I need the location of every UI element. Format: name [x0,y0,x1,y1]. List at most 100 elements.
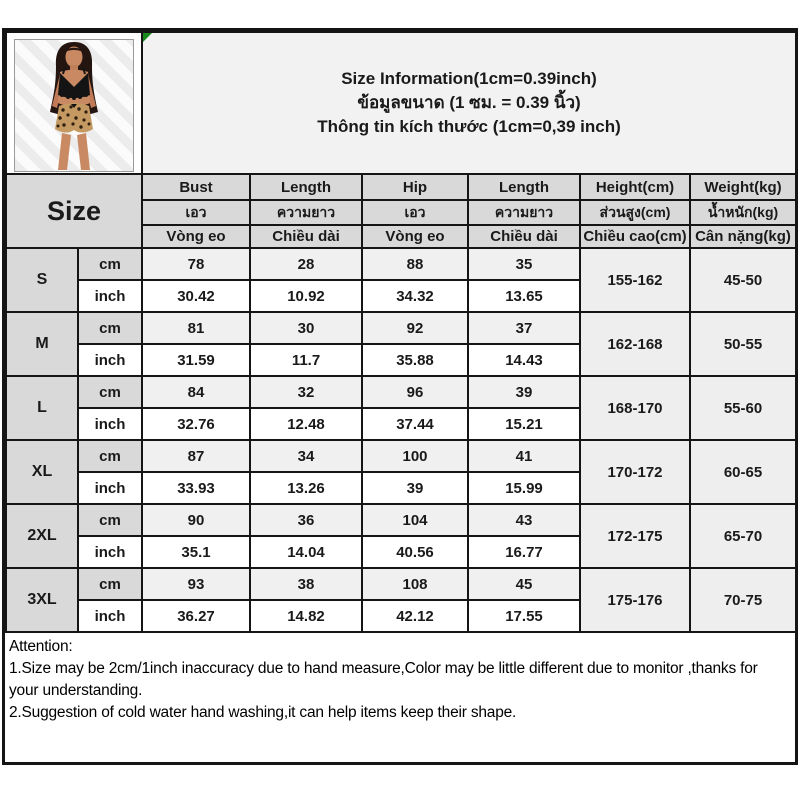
cell-value: 36 [249,503,363,537]
unit-label: inch [77,471,143,505]
table-row: inch 32.76 12.48 37.44 15.21 [6,407,796,441]
product-photo-cell [5,31,143,175]
cell-value: 41 [467,439,581,473]
table-row: inch 33.93 13.26 39 15.99 [6,471,796,505]
table-row: inch 36.27 14.82 42.12 17.55 [6,599,796,633]
height-range: 175-176 [579,567,691,633]
col-header-height-vi: Chiều cao(cm) [579,224,691,249]
size-label-3xl: 3XL [5,567,79,633]
cell-value: 14.82 [249,599,363,633]
unit-label: cm [77,439,143,473]
cell-value: 34 [249,439,363,473]
size-label-l: L [5,375,79,441]
size-label-xl: XL [5,439,79,505]
cell-value: 30.42 [141,279,251,313]
cell-value: 84 [141,375,251,409]
cell-value: 14.43 [467,343,581,377]
size-chart-table: Size Information(1cm=0.39inch) ข้อมูลขนา… [5,31,797,633]
col-header-length2-th: ความยาว [467,199,581,226]
height-range: 168-170 [579,375,691,441]
unit-label: inch [77,599,143,633]
attention-line-1: 1.Size may be 2cm/1inch inaccuracy due t… [9,660,758,699]
unit-label: inch [77,407,143,441]
col-header-hip-vi: Vòng eo [361,224,469,249]
cell-value: 33.93 [141,471,251,505]
title-line-vi: Thông tin kích thước (1cm=0,39 inch) [317,117,621,136]
cell-value: 39 [467,375,581,409]
title-cell: Size Information(1cm=0.39inch) ข้อมูลขนา… [141,31,797,175]
cell-value: 17.55 [467,599,581,633]
col-header-length1-vi: Chiều dài [249,224,363,249]
size-label-2xl: 2XL [5,503,79,569]
col-header-weight-vi: Cân nặng(kg) [689,224,797,249]
cell-value: 12.48 [249,407,363,441]
col-header-hip-th: เอว [361,199,469,226]
table-row: L cm 84 32 96 39 168-170 55-60 [5,375,797,441]
product-photo [14,39,134,172]
col-header-length2-vi: Chiều dài [467,224,581,249]
cell-value: 36.27 [141,599,251,633]
cell-value: 35 [467,247,581,281]
col-header-bust-th: เอว [141,199,251,226]
cell-value: 11.7 [249,343,363,377]
cell-value: 32 [249,375,363,409]
unit-label: inch [77,279,143,313]
cell-value: 90 [141,503,251,537]
col-header-length1-th: ความยาว [249,199,363,226]
unit-label: cm [77,567,143,601]
unit-label: cm [77,503,143,537]
cell-value: 37 [467,311,581,345]
table-row: S cm 78 28 88 35 155-162 45-50 [5,247,797,313]
cell-value: 13.65 [467,279,581,313]
table-row: inch 35.1 14.04 40.56 16.77 [6,535,796,569]
col-header-height-th: ส่วนสูง(cm) [579,199,691,226]
cell-value: 43 [467,503,581,537]
cell-value: 16.77 [467,535,581,569]
cell-value: 100 [361,439,469,473]
table-row: 2XL cm 90 36 104 43 172-175 65-70 [5,503,797,569]
cell-value: 45 [467,567,581,601]
col-header-hip-en: Hip [361,173,469,201]
cell-value: 78 [141,247,251,281]
unit-label: inch [77,343,143,377]
size-label-s: S [5,247,79,313]
unit-label: cm [77,311,143,345]
cell-value: 88 [361,247,469,281]
unit-label: inch [77,535,143,569]
weight-range: 55-60 [689,375,797,441]
cell-value: 35.1 [141,535,251,569]
col-header-length1-en: Length [249,173,363,201]
cell-value: 34.32 [361,279,469,313]
attention-heading: Attention: [9,638,73,655]
weight-range: 70-75 [689,567,797,633]
cell-value: 13.26 [249,471,363,505]
cell-value: 104 [361,503,469,537]
cell-value: 96 [361,375,469,409]
attention-line-2: 2.Suggestion of cold water hand washing,… [9,704,517,721]
col-header-bust-en: Bust [141,173,251,201]
table-row: XL cm 87 34 100 41 170-172 60-65 [5,439,797,505]
cell-value: 108 [361,567,469,601]
cell-value: 30 [249,311,363,345]
corner-size-label: Size [5,173,143,249]
size-label-m: M [5,311,79,377]
weight-range: 60-65 [689,439,797,505]
cell-value: 87 [141,439,251,473]
cell-value: 39 [361,471,469,505]
cell-value: 81 [141,311,251,345]
height-range: 162-168 [579,311,691,377]
col-header-weight-th: น้ำหนัก(kg) [689,199,797,226]
weight-range: 65-70 [689,503,797,569]
cell-value: 38 [249,567,363,601]
height-range: 170-172 [579,439,691,505]
corner-marker-icon [144,34,152,42]
height-range: 155-162 [579,247,691,313]
height-range: 172-175 [579,503,691,569]
table-row: M cm 81 30 92 37 162-168 50-55 [5,311,797,377]
size-info-sheet: Size Information(1cm=0.39inch) ข้อมูลขนา… [2,28,798,765]
title-line-th: ข้อมูลขนาด (1 ซม. = 0.39 นิ้ว) [357,93,581,112]
attention-note: Attention: 1.Size may be 2cm/1inch inacc… [5,633,795,724]
cell-value: 35.88 [361,343,469,377]
table-row: inch 30.42 10.92 34.32 13.65 [6,279,796,313]
title-line-en: Size Information(1cm=0.39inch) [341,69,597,88]
